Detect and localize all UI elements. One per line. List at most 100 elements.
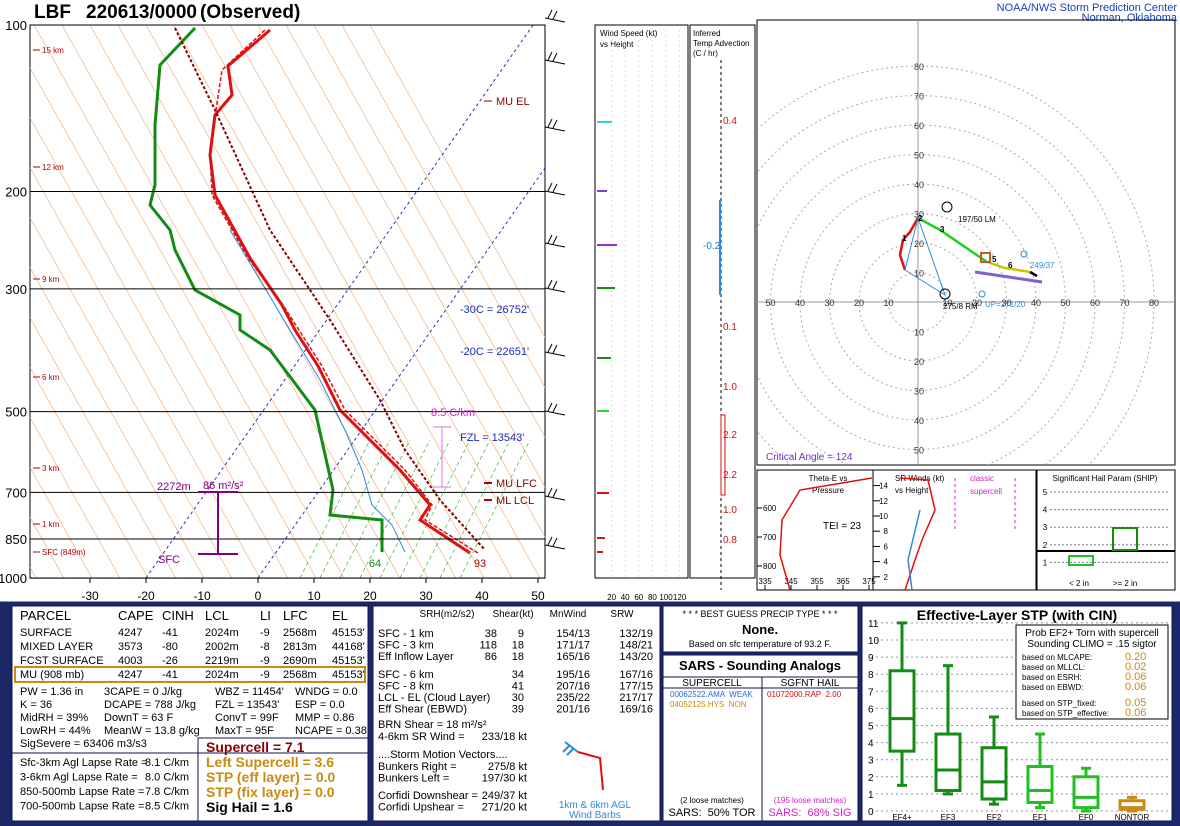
index-cell: PW = 1.36 in [20,686,83,698]
inflow-srh: 86 m²/s² [203,480,244,492]
index-cell: MidRH = 39% [20,712,88,724]
inflow-base: SFC [158,554,180,566]
line [544,351,566,357]
trace [907,509,921,591]
ship-category: < 2 in [1069,579,1089,588]
parcel-cell: -41 [162,669,178,681]
status: (Observed) [200,2,300,23]
hodo-ring [858,242,978,362]
parcel-cell: -26 [162,655,178,667]
stp-tick-label: 4 [868,739,874,750]
line [544,410,566,416]
stp-category: EF4+ [892,813,912,822]
parcel-cell: 4247 [118,627,142,639]
lapse-value: 7.8 C/km [145,786,189,798]
index-cell: LowRH = 44% [20,725,91,737]
storm-label: Bunkers Left = [378,773,449,785]
upshear: UP=271/20 [985,300,1026,309]
sr-note: supercell [970,487,1002,496]
line [552,119,558,129]
kin-cell: SFC - 1 km [378,628,434,640]
sr-title: vs Height [895,486,929,495]
trace [577,751,604,791]
stp-prob-box [1015,624,1169,720]
pressure-tick-label: 850 [5,532,27,547]
stp-box [888,669,916,753]
hodo-tick-label: 10 [942,298,952,308]
kin-cell: 41 [512,681,524,693]
theta-tick-label: 335 [758,577,772,586]
advection-bar [720,414,726,496]
composite-box [197,737,369,822]
theta-tick-label: 600 [763,504,777,513]
ship-tick-label: 4 [1043,506,1048,515]
kin-cell: 167/16 [619,669,653,681]
stp-prob: Prob EF2+ Torn with supercell [1025,628,1159,639]
stp-tick-label: 7 [868,687,874,698]
kin-cell: 177/15 [619,681,653,693]
parcel-header: LI [260,608,271,623]
kin-header: Shear(kt) [492,609,533,620]
kin-header: SRW [610,609,634,620]
stp-basis-value: 0.06 [1125,707,1146,719]
trace [899,477,936,591]
index-cell: ConvT = 99F [215,712,279,724]
stp-category: EF3 [941,813,956,822]
index-cell: MeanW = 13.8 g/kg [104,725,200,737]
hodo-tick-label: 60 [1090,298,1100,308]
hodo-point: 2 [918,214,923,223]
composite: STP (fix layer) = 0.0 [206,784,335,800]
minus30: -30C = 26752' [460,304,529,316]
trace [779,477,873,591]
stp-basis-value: 0.06 [1125,671,1146,683]
ship-box [1068,555,1094,566]
parcel-cell: -9 [260,627,270,639]
storm-label: Corfidi Downshear = [378,790,478,802]
line [566,747,575,756]
line [562,744,571,753]
lm-marker [941,201,953,213]
line [547,279,553,289]
composite: Sig Hail = 1.6 [206,799,293,815]
parcel-cell: 2002m [205,641,239,653]
advection-value: 0.8 [723,535,737,546]
hodo-tick-label: 60 [914,121,924,131]
inflow-top: 2272m [157,481,191,493]
trace [917,216,988,264]
parcel-cell: FCST SURFACE [20,655,104,667]
storm-label: Bunkers Right = [378,761,457,773]
parcel-cell: 2568m [283,669,317,681]
isotherm [257,167,545,578]
kin-cell: LCL - EL (Cloud Layer) [378,692,490,704]
height-label: 6 km [42,373,60,382]
stp-tick-label: 0 [868,807,874,818]
speed-tick-label: 120 [673,593,687,602]
dry-adiabat [30,216,233,578]
stp-category: EF2 [987,813,1002,822]
kin-cell: 235/22 [556,692,590,704]
line [552,183,558,193]
index-cell: 3CAPE = 0 J/kg [104,686,182,698]
line [544,190,566,196]
height-label: 3 km [42,464,60,473]
stp-tick-label: 3 [868,756,874,767]
advection-value: 2.2 [723,470,737,481]
storm-title: ....Storm Motion Vectors.... [378,749,508,761]
kin-cell: 165/16 [556,651,590,663]
kin-cell: 171/17 [556,640,590,652]
parcel-cell: 4003 [118,655,142,667]
kin-cell: Eff Shear (EBWD) [378,704,467,716]
trace [209,29,479,554]
ship-title: Significant Hail Param (SHIP) [1053,474,1158,483]
minus20: -20C = 22651' [460,346,529,358]
parcel-header: LFC [283,608,308,623]
hodo-tick-label: 70 [914,92,924,102]
line [547,234,553,244]
sars-result: SARS: 50% TOR [668,807,755,819]
advection-value: 0.1 [723,322,737,333]
height-label: 1 km [42,520,60,529]
trace [986,260,1031,274]
line [552,10,558,20]
hodo-tick-label: 80 [1149,298,1159,308]
